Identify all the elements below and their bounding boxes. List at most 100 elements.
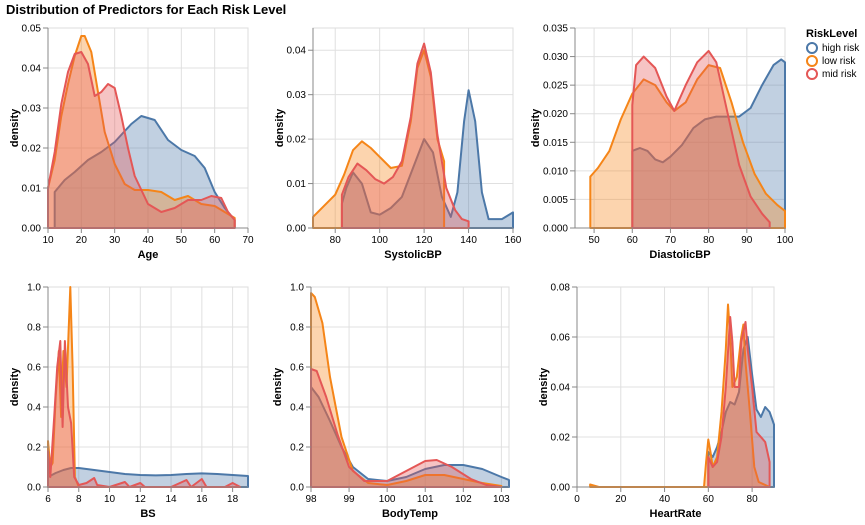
legend-label-low-risk: low risk [822, 56, 856, 67]
density-area-high-risk [340, 89, 514, 229]
legend-label-high-risk: high risk [822, 43, 860, 54]
y-tick-label: 0.2 [290, 443, 304, 454]
panel-SystolicBP: 80 100 120 140 160 0.00 0.01 0.02 0.03 0.04 Systol… [274, 27, 522, 261]
x-tick-label: 14 [166, 494, 178, 505]
x-tick-label: 10 [42, 235, 54, 246]
panel-DiastolicBP: 50 60 70 80 90 100 0.000 0.005 0.010 0.015 0.020 0.… [530, 24, 794, 262]
density-area-low-risk [310, 292, 503, 488]
x-tick-label: 102 [455, 494, 472, 505]
x-tick-label: 140 [460, 235, 477, 246]
y-tick-label: 0.00 [22, 224, 42, 235]
density-area-low-risk [589, 303, 771, 488]
density-area-mid-risk [47, 340, 242, 488]
x-tick-label: 30 [109, 235, 121, 246]
y-tick-label: 1.0 [290, 283, 304, 294]
y-tick-label: 0.005 [543, 195, 568, 206]
y-tick-label: 0.02 [287, 135, 307, 146]
chart-title: Distribution of Predictors for Each Risk… [6, 2, 287, 17]
x-tick-label: 50 [589, 235, 601, 246]
x-tick-label: 70 [665, 235, 677, 246]
y-axis-title: density [9, 108, 21, 147]
x-axis-title: SystolicBP [384, 249, 441, 261]
y-tick-label: 0.01 [22, 184, 42, 195]
x-tick-label: 98 [305, 494, 317, 505]
x-tick-label: 99 [344, 494, 356, 505]
x-axis-title: BodyTemp [382, 508, 438, 520]
x-tick-label: 60 [703, 494, 715, 505]
plot-frame [47, 286, 249, 488]
density-area-mid-risk [310, 368, 503, 488]
y-tick-label: 0.02 [551, 433, 571, 444]
x-tick-label: 101 [417, 494, 434, 505]
x-tick-label: 50 [176, 235, 188, 246]
panel-BodyTemp: 98 99 100 101 102 103 0.0 0.2 0.4 0.6 0.8 1.0 BodyTe… [272, 283, 510, 521]
y-tick-label: 0.04 [22, 64, 42, 75]
x-tick-label: 6 [45, 494, 51, 505]
x-axis-title: DiastolicBP [649, 249, 710, 261]
y-tick-label: 0.0 [290, 483, 304, 494]
density-area-low-risk [47, 35, 236, 229]
x-tick-label: 160 [505, 235, 522, 246]
legend-title: RiskLevel [806, 28, 857, 40]
y-tick-label: 0.0 [27, 483, 41, 494]
y-tick-label: 0.02 [22, 144, 42, 155]
density-area-mid-risk [707, 316, 771, 488]
x-tick-label: 40 [659, 494, 671, 505]
y-tick-label: 0.8 [27, 323, 41, 334]
x-tick-label: 40 [142, 235, 154, 246]
x-tick-label: 0 [574, 494, 580, 505]
x-tick-label: 10 [104, 494, 116, 505]
density-area-high-risk [310, 386, 510, 488]
y-tick-label: 0.8 [290, 323, 304, 334]
y-tick-label: 0.4 [290, 403, 304, 414]
legend-items: high risk low risk mid risk [806, 42, 860, 80]
y-tick-label: 0.01 [287, 179, 307, 190]
density-area-mid-risk [631, 49, 771, 229]
y-tick-label: 0.03 [287, 90, 307, 101]
legend: RiskLevel high risk low risk mid risk [806, 28, 860, 80]
x-tick-label: 103 [493, 494, 510, 505]
y-tick-label: 0.03 [22, 104, 42, 115]
legend-swatch-low-risk [806, 55, 818, 67]
y-tick-label: 0.6 [290, 363, 304, 374]
y-tick-label: 0.6 [27, 363, 41, 374]
x-tick-label: 16 [196, 494, 208, 505]
y-tick-label: 0.035 [543, 24, 568, 35]
y-tick-label: 0.04 [551, 383, 571, 394]
y-tick-label: 0.04 [287, 46, 307, 57]
y-tick-label: 0.025 [543, 81, 568, 92]
x-tick-label: 80 [703, 235, 715, 246]
density-area-low-risk [589, 64, 786, 229]
x-tick-label: 100 [777, 235, 794, 246]
y-axis-title: density [272, 367, 284, 406]
x-axis-title: HeartRate [650, 508, 702, 520]
y-tick-label: 0.08 [551, 283, 571, 294]
y-tick-label: 0.000 [543, 224, 568, 235]
y-tick-label: 0.4 [27, 403, 41, 414]
y-tick-label: 0.00 [551, 483, 571, 494]
x-tick-label: 20 [76, 235, 88, 246]
panel-Age: 10 20 30 40 50 60 70 0.00 0.01 0.02 0.03 0.04 0.05 Ag… [9, 24, 254, 262]
x-tick-label: 8 [76, 494, 82, 505]
x-tick-label: 60 [627, 235, 639, 246]
y-tick-label: 0.06 [551, 333, 571, 344]
x-tick-label: 80 [330, 235, 342, 246]
x-tick-label: 20 [615, 494, 627, 505]
y-tick-label: 0.020 [543, 109, 568, 120]
x-tick-label: 100 [379, 494, 396, 505]
x-tick-label: 100 [371, 235, 388, 246]
x-tick-label: 90 [741, 235, 753, 246]
x-tick-label: 70 [242, 235, 254, 246]
y-tick-label: 0.00 [287, 224, 307, 235]
panels-group: 10 20 30 40 50 60 700.000.010.020.030.040.05Ag… [9, 24, 794, 521]
x-axis-title: Age [138, 249, 159, 261]
x-tick-label: 80 [747, 494, 759, 505]
y-tick-label: 0.05 [22, 24, 42, 35]
x-tick-label: 18 [227, 494, 239, 505]
y-axis-title: density [274, 108, 286, 147]
x-tick-label: 60 [209, 235, 221, 246]
density-area-mid-risk [340, 42, 470, 229]
y-tick-label: 0.010 [543, 166, 568, 177]
x-axis-title: BS [140, 508, 155, 520]
